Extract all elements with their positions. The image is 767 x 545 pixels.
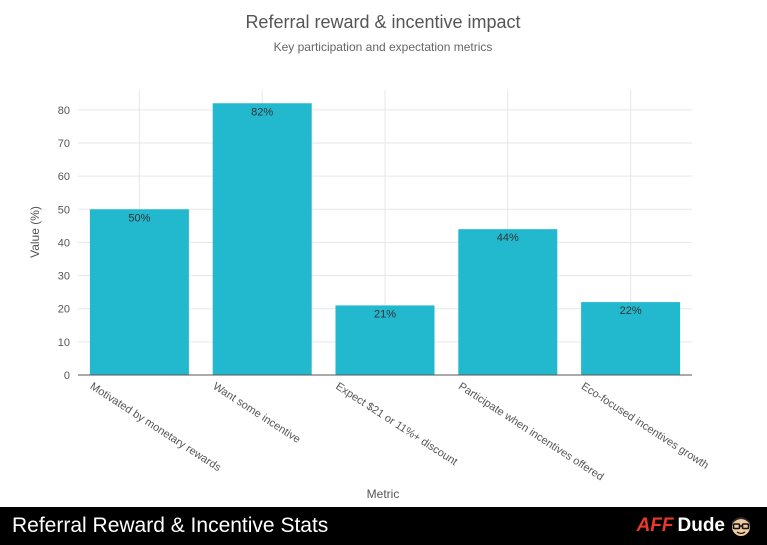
bar-value-label: 44% <box>497 232 519 244</box>
chart-area: Referral reward & incentive impact Key pa… <box>28 12 711 501</box>
brand-aff-text: AFF <box>636 515 674 536</box>
x-tick-label: Want some incentive <box>211 380 303 445</box>
y-axis-title: Value (%) <box>28 206 42 258</box>
y-tick-label: 60 <box>58 171 70 183</box>
y-tick-label: 80 <box>58 105 70 117</box>
y-tick-label: 50 <box>58 204 70 216</box>
x-tick-label: Eco-focused incentives growth <box>579 380 711 471</box>
x-tick-label: Motivated by monetary rewards <box>88 380 224 474</box>
y-tick-label: 30 <box>58 271 70 283</box>
bar <box>581 302 681 375</box>
mascot-icon <box>732 517 750 536</box>
y-tick-label: 0 <box>64 370 70 382</box>
x-tick-label: Participate when incentives offered <box>456 380 605 483</box>
chart-title: Referral reward & incentive impact <box>245 12 520 32</box>
bar <box>335 305 435 375</box>
footer-bar: Referral Reward & Incentive Stats AFF Du… <box>0 507 767 545</box>
y-tick-label: 10 <box>58 337 70 349</box>
y-tick-label: 70 <box>58 138 70 150</box>
bar-chart: Referral reward & incentive impact Key pa… <box>28 12 711 501</box>
brand-logo: AFF Dude <box>637 514 753 538</box>
x-tick-label: Expect $21 or 11%+ discount <box>333 380 459 468</box>
x-axis-title: Metric <box>367 487 400 501</box>
bar <box>212 103 312 376</box>
chart-subtitle: Key participation and expectation metric… <box>274 40 493 54</box>
y-tick-label: 20 <box>58 304 70 316</box>
brand-dude-text: Dude <box>677 515 726 536</box>
bar <box>89 209 189 375</box>
y-tick-label: 40 <box>58 237 70 249</box>
bar-value-label: 50% <box>128 212 150 224</box>
bar-value-label: 82% <box>251 106 273 118</box>
bar-value-label: 22% <box>620 305 642 317</box>
footer-title: Referral Reward & Incentive Stats <box>12 514 329 537</box>
bar <box>458 229 558 375</box>
bar-value-label: 21% <box>374 308 396 320</box>
